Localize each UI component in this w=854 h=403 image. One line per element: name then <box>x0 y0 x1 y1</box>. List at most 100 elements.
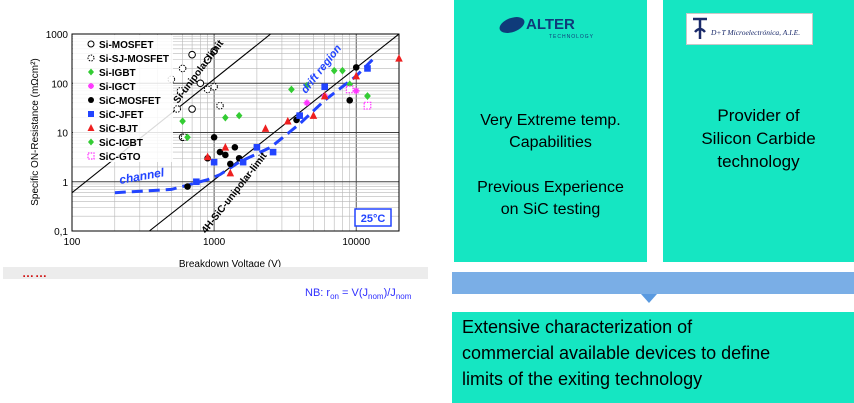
x-tick-label: 100 <box>64 237 81 248</box>
point-sic-bjt <box>221 143 230 151</box>
x-tick-label: 1000 <box>203 237 226 248</box>
point-si-igbt <box>303 81 311 90</box>
legend-label: SiC-GTO <box>99 152 141 163</box>
point-si-igbt <box>330 66 338 75</box>
temp-badge <box>354 208 392 227</box>
nb-formula: NB: ron = V(Jnom)/Jnom <box>305 287 411 301</box>
nb-sub-nom1: nom <box>368 292 384 302</box>
legend-label: SiC-IGBT <box>99 138 143 149</box>
conclusion-line-2: commercial available devices to define <box>462 343 771 363</box>
down-arrow-icon <box>641 294 657 303</box>
x-tick-label: 10000 <box>342 237 370 248</box>
alter-text-2: Previous Experience on SiC testing <box>454 177 647 221</box>
dt-logo-mark: D+T Microelectrónica, A.I.E. <box>693 17 800 39</box>
point-sic-mosfet <box>227 160 234 168</box>
alter-line-4: on SiC testing <box>500 201 601 218</box>
point-si-igct-d2 <box>353 88 359 94</box>
dt-line-1: Provider of <box>717 106 800 125</box>
legend-marker <box>88 68 94 76</box>
y-tick-label: 1000 <box>46 30 69 41</box>
nb-sub-on: on <box>330 292 339 302</box>
legend-label: SiC-MOSFET <box>99 96 161 107</box>
dt-logo: D+T Microelectrónica, A.I.E. <box>686 13 813 45</box>
legend-marker <box>87 54 95 62</box>
point-sic-gto <box>363 101 372 110</box>
conclusion-line-1: Extensive characterization of <box>462 317 693 337</box>
point-sic-mosfet <box>346 97 354 104</box>
point-si-mosfet <box>203 55 212 64</box>
nb-mid2: )/J <box>383 287 396 299</box>
point-sic-jfet <box>239 158 247 166</box>
point-si-sj-mosfet <box>178 64 187 73</box>
point-si-igct-d2 <box>304 100 310 106</box>
point-si-mosfet <box>196 79 205 88</box>
conclusion-line-3: limits of the exiting technology <box>462 369 703 389</box>
nb-prefix: NB: r <box>305 287 331 299</box>
nb-sub-nom2: nom <box>395 292 412 302</box>
alter-logo-text: ALTER <box>526 16 575 33</box>
point-si-igbt <box>288 85 295 94</box>
data-markers <box>167 47 403 190</box>
legend-marker <box>87 152 95 160</box>
point-si-sj-mosfet <box>216 101 224 110</box>
legend-label: SiC-BJT <box>99 124 138 135</box>
legend-marker <box>87 40 95 48</box>
point-sic-jfet <box>269 148 277 156</box>
legend-label: Si-MOSFET <box>99 40 153 51</box>
point-si-igbt <box>235 111 243 120</box>
point-si-sj-mosfet <box>203 85 212 94</box>
point-si-igbt <box>184 133 191 142</box>
point-sic-bjt <box>352 71 361 80</box>
legend-label: Si-IGBT <box>99 68 136 79</box>
si-limit-label: Si-unipolar-limit <box>172 38 227 106</box>
legend: Si-MOSFET Si-SJ-MOSFET Si-IGBT Si-IGCT SiC-M… <box>73 35 173 163</box>
chart-area: 100 1000 10000 0,1 1 10 100 1000 Si-MOSFET Si-SJ… <box>30 30 403 270</box>
nb-mid: = V(J <box>338 287 369 299</box>
legend-marker-d2 <box>88 83 94 89</box>
point-sic-bjt <box>309 111 318 119</box>
point-si-mosfet <box>188 105 196 113</box>
point-si-mosfet <box>188 50 196 59</box>
conclusion-text: Extensive characterization of commercial … <box>462 314 852 392</box>
legend-label: Si-IGCT <box>99 82 136 93</box>
alter-logo: ALTER TECHNOLOGY <box>499 16 593 40</box>
temp-badge-label: 25°C <box>361 213 386 225</box>
point-sic-gto <box>345 85 354 94</box>
dt-line-2: Silicon Carbide <box>701 129 816 148</box>
point-sic-jfet <box>321 83 328 91</box>
alter-text-1: Very Extreme temp. Capabilities <box>454 110 647 154</box>
point-si-mosfet <box>210 47 218 55</box>
point-sic-bjt <box>203 152 212 161</box>
point-sic-igbt <box>364 92 371 100</box>
point-si-igbt <box>179 117 186 125</box>
point-sic-mosfet <box>231 144 239 151</box>
ellipsis-marker: …… <box>22 266 48 280</box>
x-axis-label: Breakdown Voltage (V) <box>179 259 281 270</box>
legend-marker <box>87 124 95 131</box>
alter-box <box>454 0 647 262</box>
footer-strip <box>3 267 428 279</box>
legend-marker <box>88 97 94 103</box>
y-tick-label: 10 <box>57 129 69 140</box>
legend-marker <box>88 111 94 117</box>
legend-label: SiC-JFET <box>99 110 143 121</box>
point-si-sj-mosfet <box>173 105 182 113</box>
point-sic-mosfet <box>210 133 218 141</box>
y-tick-label: 100 <box>51 79 68 90</box>
alter-line-3: Previous Experience <box>477 179 624 196</box>
dt-logo-text: D+T Microelectrónica, A.I.E. <box>710 28 800 37</box>
legend-marker <box>88 138 94 146</box>
point-sic-mosfet <box>184 183 191 190</box>
point-si-igbt <box>222 113 229 122</box>
conclusion-box <box>452 312 854 403</box>
point-sic-jfet <box>296 112 303 119</box>
point-sic-bjt <box>283 116 292 125</box>
point-sic-mosfet <box>352 64 360 71</box>
point-sic-jfet <box>210 158 218 166</box>
flow-bar <box>452 272 854 294</box>
y-tick-label: 1 <box>62 178 68 189</box>
point-sic-jfet <box>364 65 371 72</box>
point-sic-bjt <box>320 91 329 100</box>
tick-labels: 100 1000 10000 0,1 1 10 100 1000 <box>46 30 371 248</box>
point-sic-mosfet <box>216 148 224 156</box>
